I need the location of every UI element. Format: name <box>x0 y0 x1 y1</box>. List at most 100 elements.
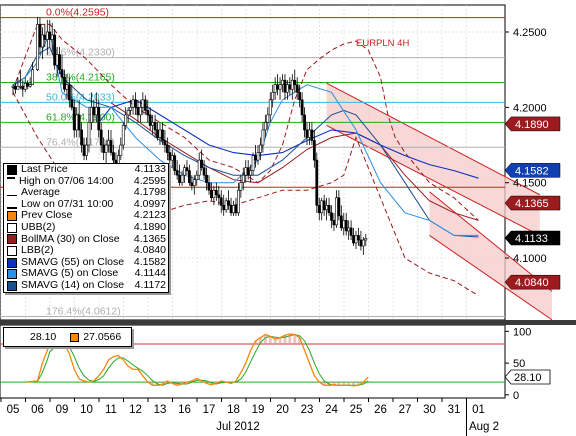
candle-body <box>92 107 96 116</box>
fib-label: 176.4%(4.0612) <box>46 306 121 318</box>
candle-body <box>173 155 177 171</box>
candle-body <box>251 155 255 171</box>
candle-body <box>322 200 326 211</box>
candle-body <box>72 107 76 131</box>
candle-body <box>109 140 113 153</box>
sma14-line <box>12 46 479 238</box>
legend-swatch <box>7 269 17 280</box>
x-tick-label: 01 <box>472 404 485 416</box>
candle-body <box>60 69 64 78</box>
price-tag-text: 4.0840 <box>515 277 549 289</box>
candle-body <box>65 84 69 90</box>
candle-body <box>129 107 133 111</box>
candle-body <box>40 34 44 48</box>
candle-body <box>134 99 137 108</box>
candle-body <box>290 79 294 90</box>
channel-line <box>326 82 540 196</box>
legend-row: LBB(2) 4.0840 <box>4 245 168 257</box>
osc-legend-value: 28.10 <box>30 331 57 343</box>
candle-body <box>298 91 302 101</box>
x-tick-label: 10 <box>80 404 93 416</box>
candle-body <box>312 140 316 161</box>
candle-body <box>36 24 39 70</box>
candle-body <box>163 140 167 146</box>
candle-body <box>259 144 262 153</box>
x-month-label: Aug 2 <box>469 421 499 433</box>
y-tick-label: 4.2500 <box>513 27 547 39</box>
candle-body <box>156 129 159 138</box>
x-tick-label: 06 <box>31 404 44 416</box>
legend-row: UBB(2) 4.1890 <box>4 222 168 234</box>
channel-fill <box>326 83 540 236</box>
legend-swatch <box>70 332 80 342</box>
candle-body <box>107 140 110 146</box>
candle-body <box>205 174 208 183</box>
legend-label: LBB(2) <box>21 245 54 257</box>
fib-label: 50.0%(4.2033) <box>46 91 115 103</box>
x-tick-label: 31 <box>448 404 461 416</box>
candle-body <box>224 200 228 211</box>
candle-body <box>303 114 306 131</box>
candle-body <box>124 114 128 126</box>
fib-label: 0.0%(4.2595) <box>46 7 109 19</box>
candle-body <box>234 205 238 214</box>
candle-body <box>175 170 179 176</box>
candle-body <box>180 174 184 183</box>
candle-body <box>222 205 226 211</box>
low-icon <box>7 201 17 209</box>
candle-body <box>202 167 206 176</box>
legend-value: 4.2595 <box>133 174 166 187</box>
candle-body <box>188 170 191 183</box>
candle-body <box>151 122 155 126</box>
chart-title: EURPLN 4H <box>356 38 409 49</box>
candle-body <box>268 99 272 116</box>
candle-body <box>53 34 57 66</box>
candle-body <box>87 122 91 146</box>
candle-body <box>70 99 74 108</box>
legend-value: 4.0997 <box>133 197 166 210</box>
candle-body <box>18 85 22 88</box>
candle-body <box>295 84 299 93</box>
price-tag-text: 4.1133 <box>515 233 548 245</box>
high-icon <box>7 177 15 185</box>
candle-body <box>361 239 365 247</box>
candle-body <box>308 129 311 138</box>
x-month-label: Jul 2012 <box>216 421 259 433</box>
price-tag-text: 4.1365 <box>515 198 549 210</box>
candle-body <box>256 152 260 161</box>
x-tick-label: 24 <box>325 404 338 416</box>
x-tick-label: 17 <box>203 404 216 416</box>
candle-body <box>330 212 333 221</box>
pane-divider <box>0 320 576 325</box>
candle-body <box>210 189 213 199</box>
osc-y-tick-label: 100 <box>513 326 531 338</box>
candle-body <box>141 99 145 108</box>
legend-row: Average 4.1798 <box>4 187 168 199</box>
candle-body <box>43 34 47 40</box>
x-tick-label: 26 <box>374 404 387 416</box>
candle-body <box>80 129 84 146</box>
candle-body <box>161 129 164 141</box>
y-tick-label: 4.1000 <box>513 253 547 265</box>
legend-label: BollMA (30) on Close <box>21 233 120 245</box>
osc-price-tag-text: 28.10 <box>514 372 542 384</box>
candle-body <box>197 159 201 176</box>
x-tick-label: 30 <box>423 404 436 416</box>
candle-body <box>237 189 240 214</box>
x-tick-label: 27 <box>399 404 412 416</box>
candle-body <box>183 167 186 176</box>
candle-body <box>278 84 282 90</box>
candle-body <box>190 182 194 187</box>
candle-body <box>77 114 81 131</box>
legend-label: Low on 07/31 10:00 <box>21 198 114 210</box>
candle-body <box>266 114 270 123</box>
x-tick-label: 11 <box>105 404 117 416</box>
osc-k-line <box>25 333 369 387</box>
legend-value: 4.1172 <box>134 278 166 291</box>
candle-body <box>227 200 231 206</box>
candle-body <box>239 182 243 191</box>
x-tick-label: 05 <box>7 404 20 416</box>
legend-value: 4.1144 <box>134 267 166 280</box>
x-tick-label: 20 <box>276 404 289 416</box>
candle-body <box>121 125 125 146</box>
